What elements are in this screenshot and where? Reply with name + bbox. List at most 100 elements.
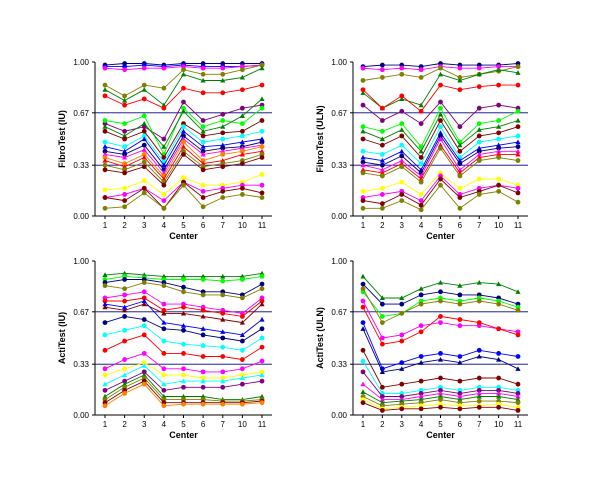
x-tick-label: 2 <box>380 221 385 230</box>
x-axis-title: Center <box>169 231 198 241</box>
x-tick-label: 2 <box>380 420 385 429</box>
data-point <box>477 299 482 304</box>
data-point <box>260 345 265 350</box>
data-point <box>419 192 424 197</box>
data-point <box>438 100 443 105</box>
data-point <box>122 144 127 149</box>
data-point <box>201 402 206 407</box>
data-point <box>380 302 385 307</box>
data-point <box>103 118 108 123</box>
data-point <box>496 189 501 194</box>
data-point <box>419 379 424 384</box>
data-point <box>260 191 265 196</box>
data-point <box>240 314 245 319</box>
x-tick-label: 3 <box>400 221 405 230</box>
y-tick-label: 0.33 <box>331 161 347 170</box>
y-tick-label: 0.00 <box>73 411 89 420</box>
data-point <box>399 333 404 338</box>
data-point <box>161 66 166 71</box>
data-point <box>399 164 404 169</box>
data-point <box>260 274 265 279</box>
data-point <box>477 140 482 145</box>
data-point <box>438 146 443 151</box>
data-point <box>419 161 424 166</box>
data-point <box>103 373 108 378</box>
x-tick-label: 1 <box>103 221 108 230</box>
data-point <box>122 204 127 209</box>
data-point <box>516 83 521 88</box>
data-point <box>260 144 265 149</box>
data-point <box>438 376 443 381</box>
data-point <box>201 183 206 188</box>
data-point <box>516 158 521 163</box>
data-point <box>477 320 482 325</box>
data-point <box>220 279 225 284</box>
data-point <box>122 67 127 72</box>
data-point <box>496 177 501 182</box>
data-point <box>220 195 225 200</box>
data-point <box>142 178 147 183</box>
data-point <box>399 121 404 126</box>
data-point <box>457 186 462 191</box>
data-point <box>457 149 462 154</box>
x-tick-label: 6 <box>201 221 206 230</box>
data-point <box>399 180 404 185</box>
data-point <box>361 299 366 304</box>
data-point <box>103 348 108 353</box>
data-point <box>496 130 501 135</box>
x-tick-label: 3 <box>142 221 147 230</box>
data-point <box>122 121 127 126</box>
y-tick-label: 0.67 <box>331 308 347 317</box>
figure-background <box>0 0 600 487</box>
data-point <box>122 339 127 344</box>
data-point <box>220 164 225 169</box>
data-point <box>496 183 501 188</box>
data-point <box>399 360 404 365</box>
data-point <box>181 124 186 129</box>
data-point <box>380 186 385 191</box>
data-point <box>122 137 127 142</box>
data-point <box>438 289 443 294</box>
data-point <box>496 137 501 142</box>
data-point <box>201 308 206 313</box>
data-point <box>122 391 127 396</box>
data-point <box>142 114 147 119</box>
data-point <box>496 326 501 331</box>
data-point <box>122 93 127 98</box>
data-point <box>380 75 385 80</box>
data-point <box>361 348 366 353</box>
data-point <box>457 124 462 129</box>
data-point <box>516 186 521 191</box>
data-point <box>161 351 166 356</box>
data-point <box>457 379 462 384</box>
data-point <box>399 406 404 411</box>
data-point <box>201 118 206 123</box>
data-point <box>419 180 424 185</box>
data-point <box>181 305 186 310</box>
data-point <box>220 90 225 95</box>
data-point <box>399 339 404 344</box>
data-point <box>260 336 265 341</box>
data-point <box>220 311 225 316</box>
y-tick-label: 0.33 <box>73 161 89 170</box>
x-tick-label: 5 <box>438 420 443 429</box>
data-point <box>142 97 147 102</box>
data-point <box>457 354 462 359</box>
data-point <box>161 302 166 307</box>
data-point <box>103 83 108 88</box>
data-point <box>380 129 385 134</box>
data-point <box>122 357 127 362</box>
data-point <box>361 282 366 287</box>
data-point <box>516 200 521 205</box>
data-point <box>361 206 366 211</box>
data-point <box>220 369 225 374</box>
data-point <box>361 320 366 325</box>
x-axis-title: Center <box>169 430 198 440</box>
data-point <box>240 277 245 282</box>
data-point <box>457 302 462 307</box>
data-point <box>399 66 404 71</box>
data-point <box>477 399 482 404</box>
data-point <box>161 283 166 288</box>
data-point <box>220 189 225 194</box>
data-point <box>380 106 385 111</box>
